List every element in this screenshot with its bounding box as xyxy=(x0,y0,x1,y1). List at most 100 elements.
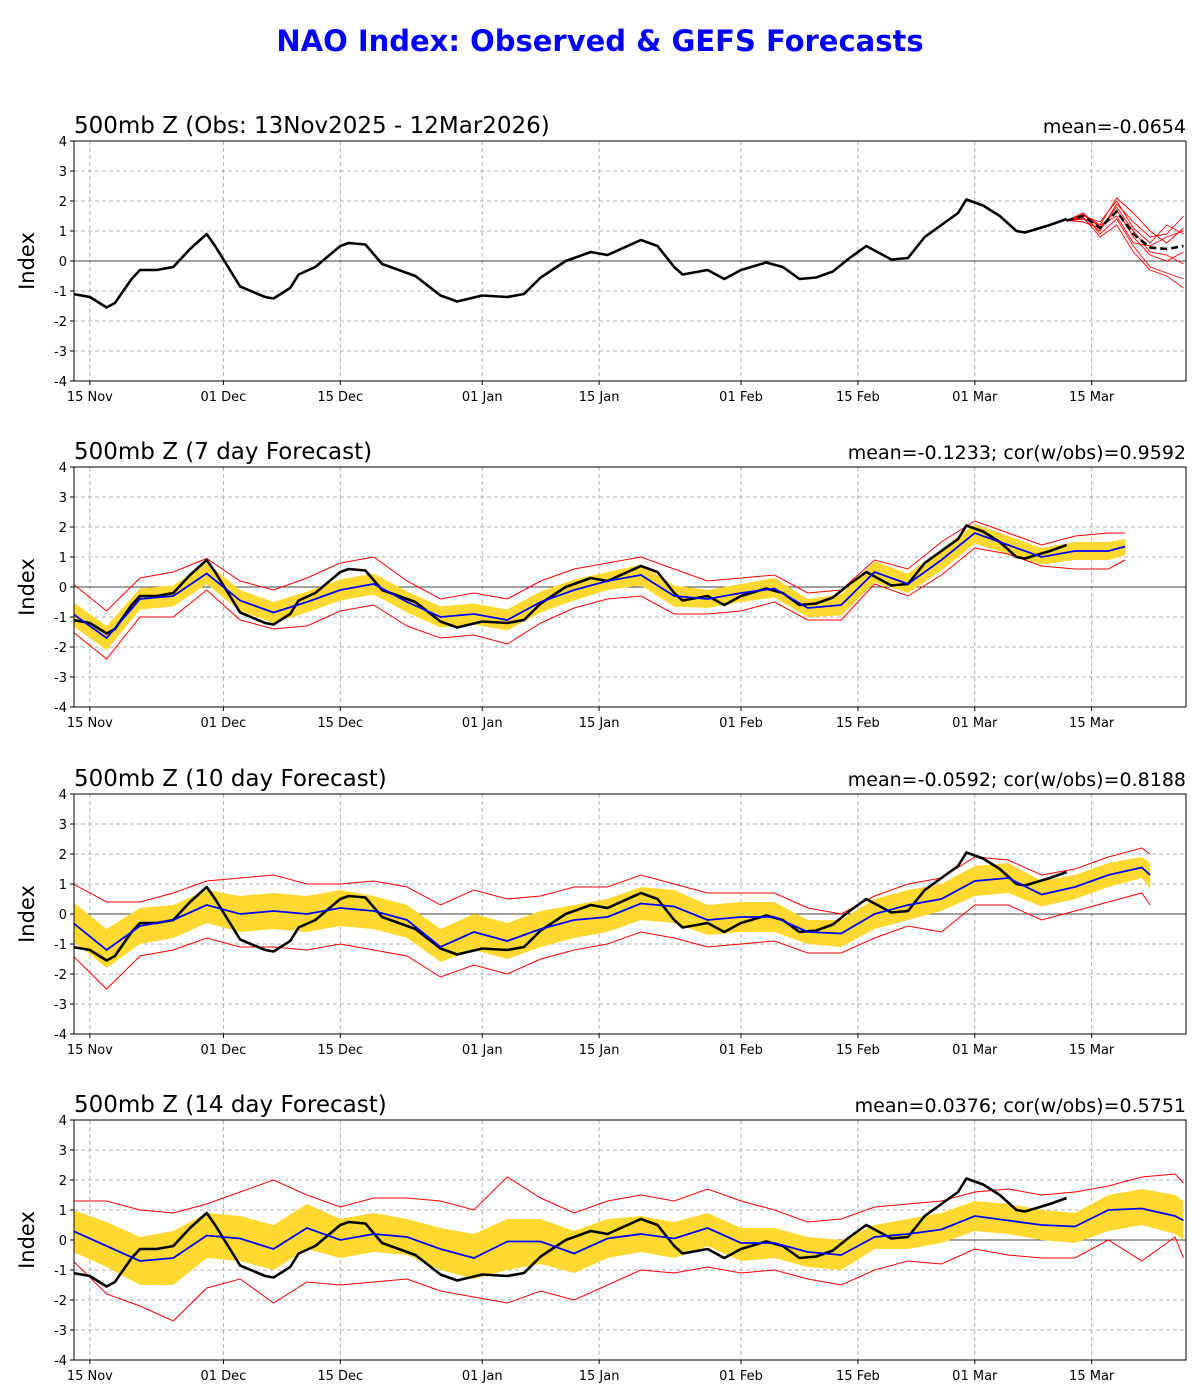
y-tick-label: -4 xyxy=(54,701,67,716)
y-tick-label: 3 xyxy=(59,1144,67,1159)
panel-title: 500mb Z (7 day Forecast) xyxy=(74,439,372,465)
ensemble-member-line xyxy=(1066,209,1184,262)
x-tick-label: 15 Dec xyxy=(317,390,363,405)
min-line xyxy=(74,1236,1184,1322)
ensemble-mean-line xyxy=(1066,209,1184,251)
y-tick-label: 4 xyxy=(59,1114,67,1129)
x-tick-label: 01 Mar xyxy=(952,390,998,405)
x-tick-label: 01 Dec xyxy=(201,390,247,405)
y-tick-label: -3 xyxy=(54,345,67,360)
x-tick-label: 01 Dec xyxy=(201,716,247,731)
y-tick-label: -3 xyxy=(54,671,67,686)
spread-band xyxy=(74,1189,1184,1285)
x-tick-label: 01 Jan xyxy=(462,390,503,405)
x-tick-label: 15 Nov xyxy=(67,1369,113,1384)
y-tick-label: 2 xyxy=(59,848,67,863)
y-tick-label: -1 xyxy=(54,1264,67,1279)
plot-frame xyxy=(73,1119,1187,1361)
panel-title: 500mb Z (14 day Forecast) xyxy=(74,1092,387,1118)
plot-frame xyxy=(73,466,1187,708)
y-tick-label: 2 xyxy=(59,521,67,536)
max-line xyxy=(74,1173,1184,1223)
x-tick-label: 15 Nov xyxy=(67,1043,113,1058)
y-tick-label: -4 xyxy=(54,1354,67,1369)
x-tick-label: 15 Feb xyxy=(836,1369,880,1384)
x-tick-label: 01 Dec xyxy=(201,1369,247,1384)
x-tick-label: 15 Mar xyxy=(1069,716,1115,731)
ensemble-member-line xyxy=(1066,206,1184,265)
panel-4: -4 -3 -2 -1 0 1 2 3 4 15 Nov 01 Dec 15 Dec 01 Jan 15 … xyxy=(15,1092,1187,1384)
x-tick-label: 01 Jan xyxy=(462,716,503,731)
panel-stat: mean=-0.1233; cor(w/obs)=0.9592 xyxy=(848,442,1186,464)
y-tick-label: 3 xyxy=(59,491,67,506)
forecast-mean-line xyxy=(74,531,1126,640)
y-tick-label: 4 xyxy=(59,135,67,150)
y-tick-label: 0 xyxy=(59,908,67,923)
y-axis-label: Index xyxy=(15,232,39,290)
spread-band xyxy=(74,857,1151,968)
y-tick-label: -1 xyxy=(54,938,67,953)
y-tick-label: -3 xyxy=(54,998,67,1013)
x-tick-label: 01 Jan xyxy=(462,1043,503,1058)
ensemble-member-line xyxy=(1066,200,1184,244)
ensemble-member-line xyxy=(1066,217,1184,289)
x-tick-label: 01 Feb xyxy=(719,390,763,405)
y-tick-label: -4 xyxy=(54,375,67,390)
y-tick-label: 1 xyxy=(59,878,67,893)
x-tick-label: 15 Jan xyxy=(579,716,620,731)
y-tick-label: 3 xyxy=(59,818,67,833)
observed-line xyxy=(74,198,1068,309)
x-tick-label: 15 Jan xyxy=(579,390,620,405)
max-line xyxy=(74,847,1151,915)
x-tick-label: 15 Mar xyxy=(1069,1369,1115,1384)
y-tick-label: 2 xyxy=(59,195,67,210)
plot-frame xyxy=(73,793,1187,1035)
panel-stat: mean=-0.0654 xyxy=(1043,116,1186,138)
plot-area xyxy=(74,197,1184,309)
x-tick-label: 01 Feb xyxy=(719,1369,763,1384)
x-tick-label: 15 Mar xyxy=(1069,390,1115,405)
min-line xyxy=(74,547,1126,660)
y-tick-label: 4 xyxy=(59,461,67,476)
x-tick-label: 15 Nov xyxy=(67,716,113,731)
x-tick-label: 15 Dec xyxy=(317,1043,363,1058)
y-tick-label: -2 xyxy=(54,315,67,330)
panel-stat: mean=0.0376; cor(w/obs)=0.5751 xyxy=(855,1095,1186,1117)
y-tick-label: -2 xyxy=(54,968,67,983)
spread-band xyxy=(74,524,1126,650)
y-tick-label: 0 xyxy=(59,255,67,270)
y-tick-label: 3 xyxy=(59,165,67,180)
y-tick-label: -2 xyxy=(54,641,67,656)
x-tick-label: 01 Feb xyxy=(719,716,763,731)
x-tick-label: 01 Mar xyxy=(952,1043,998,1058)
x-tick-label: 15 Feb xyxy=(836,716,880,731)
x-tick-label: 15 Dec xyxy=(317,716,363,731)
y-axis-label: Index xyxy=(15,885,39,943)
y-axis-label: Index xyxy=(15,1211,39,1269)
x-tick-label: 01 Feb xyxy=(719,1043,763,1058)
y-tick-label: 4 xyxy=(59,788,67,803)
y-tick-label: 0 xyxy=(59,581,67,596)
x-tick-label: 15 Mar xyxy=(1069,1043,1115,1058)
y-tick-label: -1 xyxy=(54,611,67,626)
y-tick-label: 2 xyxy=(59,1174,67,1189)
x-tick-label: 15 Jan xyxy=(579,1043,620,1058)
ensemble-member-line xyxy=(1066,212,1184,280)
x-tick-label: 15 Feb xyxy=(836,390,880,405)
y-axis-label: Index xyxy=(15,558,39,616)
forecast-mean-line xyxy=(74,1207,1184,1262)
panel-stat: mean=-0.0592; cor(w/obs)=0.8188 xyxy=(848,769,1186,791)
x-tick-label: 01 Jan xyxy=(462,1369,503,1384)
panel-title: 500mb Z (10 day Forecast) xyxy=(74,766,387,792)
plot-area xyxy=(74,1173,1184,1322)
panel-title: 500mb Z (Obs: 13Nov2025 - 12Mar2026) xyxy=(74,113,550,139)
plot-area xyxy=(74,847,1151,990)
y-tick-label: -3 xyxy=(54,1324,67,1339)
y-tick-label: -4 xyxy=(54,1028,67,1043)
x-tick-label: 01 Mar xyxy=(952,716,998,731)
y-tick-label: 1 xyxy=(59,551,67,566)
panel-1: -4 -3 -2 -1 0 1 2 3 4 15 Nov 01 Dec 15 Dec 01 Jan 15 … xyxy=(15,113,1187,405)
x-tick-label: 15 Feb xyxy=(836,1043,880,1058)
y-tick-label: -2 xyxy=(54,1294,67,1309)
